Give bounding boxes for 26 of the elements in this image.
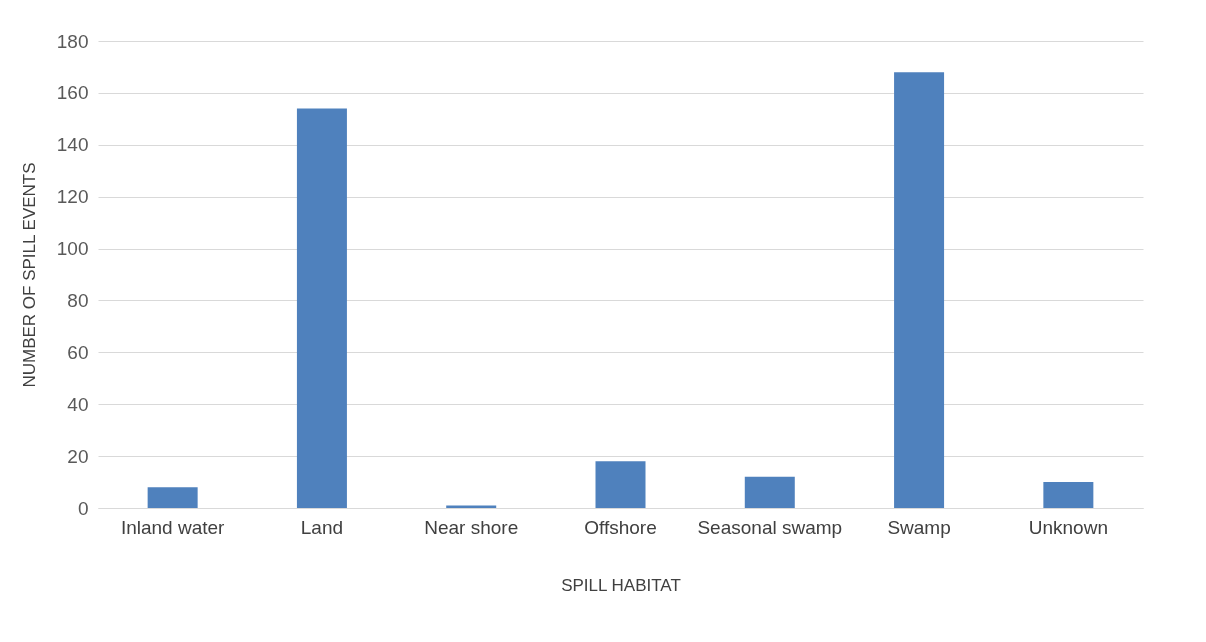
x-tick-label: Offshore	[584, 516, 657, 538]
y-tick-label: 140	[56, 134, 89, 156]
y-axis-title: NUMBER OF SPILL EVENTS	[19, 162, 39, 388]
x-tick-label: Land	[300, 516, 344, 538]
bar	[296, 108, 347, 508]
y-tick-label: 160	[56, 82, 89, 104]
bar	[446, 505, 497, 508]
x-tick-label: Swamp	[887, 516, 951, 538]
y-tick-label: 60	[67, 341, 89, 363]
x-tick-label: Unknown	[1028, 516, 1108, 538]
x-tick-label: Seasonal swamp	[697, 516, 843, 538]
x-tick-label: Inland water	[120, 516, 226, 538]
y-tick-label: 120	[56, 186, 89, 208]
bar	[1043, 482, 1094, 508]
bar	[744, 476, 795, 508]
x-tick-label: Near shore	[424, 516, 519, 538]
y-tick-label: 100	[56, 238, 89, 260]
y-tick-label: 180	[56, 30, 89, 52]
y-tick-label: 80	[67, 289, 89, 311]
y-tick-label: 40	[67, 393, 89, 415]
bar	[595, 461, 646, 508]
y-tick-label: 20	[67, 445, 89, 467]
bar	[894, 72, 945, 508]
bar	[147, 487, 198, 508]
x-axis-title: SPILL HABITAT	[561, 575, 681, 595]
y-tick-label: 0	[77, 497, 89, 519]
